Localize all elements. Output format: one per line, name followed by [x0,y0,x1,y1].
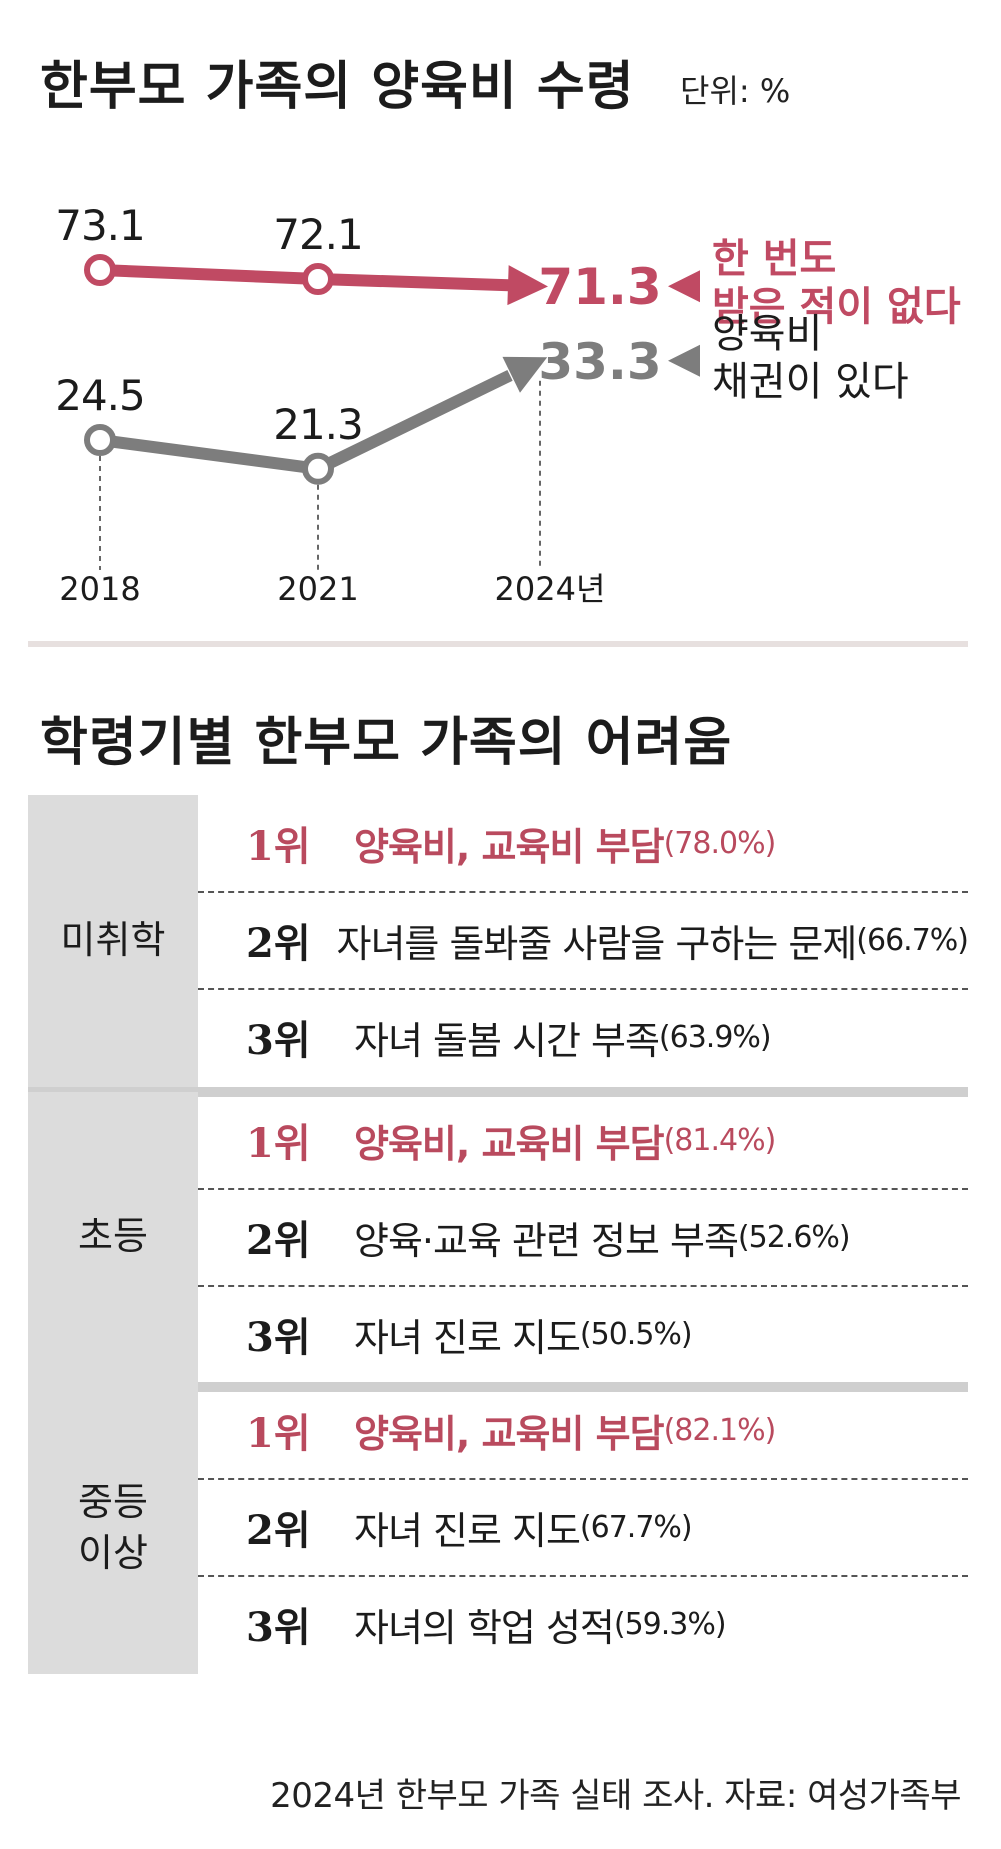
group-separator [28,1382,968,1392]
rank-label: 1위 [246,1120,311,1167]
difficulty-text: 자녀 진로 지도 [354,1508,581,1553]
ranking-row: 3위 자녀의 학업 성적 (59.3%) [198,1576,968,1672]
rank-label: 2위 [246,920,311,967]
group: 미취학 1위 양육비, 교육비 부담 (78.0%) 2위 자녀를 돌봐줄 사람을 구하는… [28,795,969,1097]
series-0-segment [94,264,324,285]
data-label: 73.1 [55,201,145,250]
series-1-point [84,424,116,456]
data-label: 72.1 [273,210,363,259]
group-separator [28,1087,968,1097]
percent-value: (52.6%) [737,1219,851,1255]
series-0-segment [317,273,511,292]
ranking-row: 3위 자녀 진로 지도 (50.5%) [198,1286,968,1382]
difficulty-text: 자녀 진로 지도 [354,1315,581,1360]
percent-value: (81.4%) [663,1122,777,1158]
percent-value: (82.1%) [663,1412,777,1448]
difficulty-text: 자녀 돌봄 시간 부족 [354,1018,660,1063]
section-divider [28,641,968,647]
difficulty-text: 양육·교육 관련 정보 부족 [354,1218,739,1263]
ranking-row: 2위 자녀를 돌봐줄 사람을 구하는 문제 (66.7%) [198,892,969,988]
series-1-arrow [502,356,548,393]
difficulty-text: 양육비, 교육비 부담 [354,824,665,869]
row-divider [198,1285,968,1287]
rank-label: 1위 [246,1410,311,1457]
row-divider [198,1575,968,1577]
percent-value: (59.3%) [613,1606,727,1642]
series-0-point [302,263,334,295]
chart-title: 한부모 가족의 양육비 수령 [40,57,635,117]
series-1-segment [315,369,513,475]
group: 중등 이상 1위 양육비, 교육비 부담 (82.1%) 2위 자녀 진로 지도 (67.7… [28,1382,968,1674]
group-label: 초등 [28,1092,198,1382]
x-tick-label: 2024년 [495,570,606,608]
ranking-row: 2위 자녀 진로 지도 (67.7%) [198,1479,968,1575]
x-tick-label: 2021 [277,570,358,608]
rank-label: 1위 [246,823,311,870]
ranking-row: 1위 양육비, 교육비 부담 (82.1%) [198,1382,968,1478]
rank-label: 3위 [246,1017,311,1064]
group: 초등 1위 양육비, 교육비 부담 (81.4%) 2위 양육·교육 관련 정보 부족 (5… [28,1092,968,1392]
difficulty-text: 자녀를 돌봐줄 사람을 구하는 문제 [336,921,858,966]
difficulty-text: 양육비, 교육비 부담 [354,1411,665,1456]
difficulty-text: 자녀의 학업 성적 [354,1605,615,1650]
percent-value: (66.7%) [856,922,969,958]
data-label-latest: 33.3 [538,333,661,391]
percent-value: (67.7%) [579,1509,693,1545]
ranking-row: 1위 양육비, 교육비 부담 (81.4%) [198,1092,968,1188]
x-tick-label: 2018 [59,570,140,608]
data-label-latest: 71.3 [538,258,661,316]
percent-value: (63.9%) [658,1019,772,1055]
row-divider [198,1188,968,1190]
ranking-row: 2위 양육·교육 관련 정보 부족 (52.6%) [198,1189,968,1285]
series-name: 한 번도 [712,236,836,282]
rank-label: 2위 [246,1217,311,1264]
data-label: 21.3 [273,400,363,449]
data-label: 24.5 [55,371,145,420]
legend-pointer [668,344,700,377]
rank-label: 3위 [246,1604,311,1651]
series-name: 양육비 [712,311,822,357]
series-name: 받은 적이 없다 [712,284,961,330]
legend-pointer [668,270,700,303]
ranking-row: 1위 양육비, 교육비 부담 (78.0%) [198,795,968,891]
row-divider [198,988,968,990]
percent-value: (50.5%) [579,1316,693,1352]
series-0-point [84,254,116,286]
unit-label: 단위: % [680,72,791,110]
rank-label: 3위 [246,1314,311,1361]
source-note: 2024년 한부모 가족 실태 조사. 자료: 여성가족부 [270,1776,961,1816]
group-label: 미취학 [28,795,198,1087]
difficulty-text: 양육비, 교육비 부담 [354,1121,665,1166]
section2-title: 학령기별 한부모 가족의 어려움 [40,713,733,773]
ranking-row: 3위 자녀 돌봄 시간 부족 (63.9%) [198,989,968,1085]
series-name: 채권이 있다 [712,359,909,405]
rank-label: 2위 [246,1507,311,1554]
percent-value: (78.0%) [663,825,777,861]
series-0-arrow [507,265,548,306]
group-label: 중등 이상 [28,1382,198,1674]
row-divider [198,1478,968,1480]
series-1-point [302,452,334,485]
series-1-segment [94,434,324,475]
row-divider [198,891,968,893]
